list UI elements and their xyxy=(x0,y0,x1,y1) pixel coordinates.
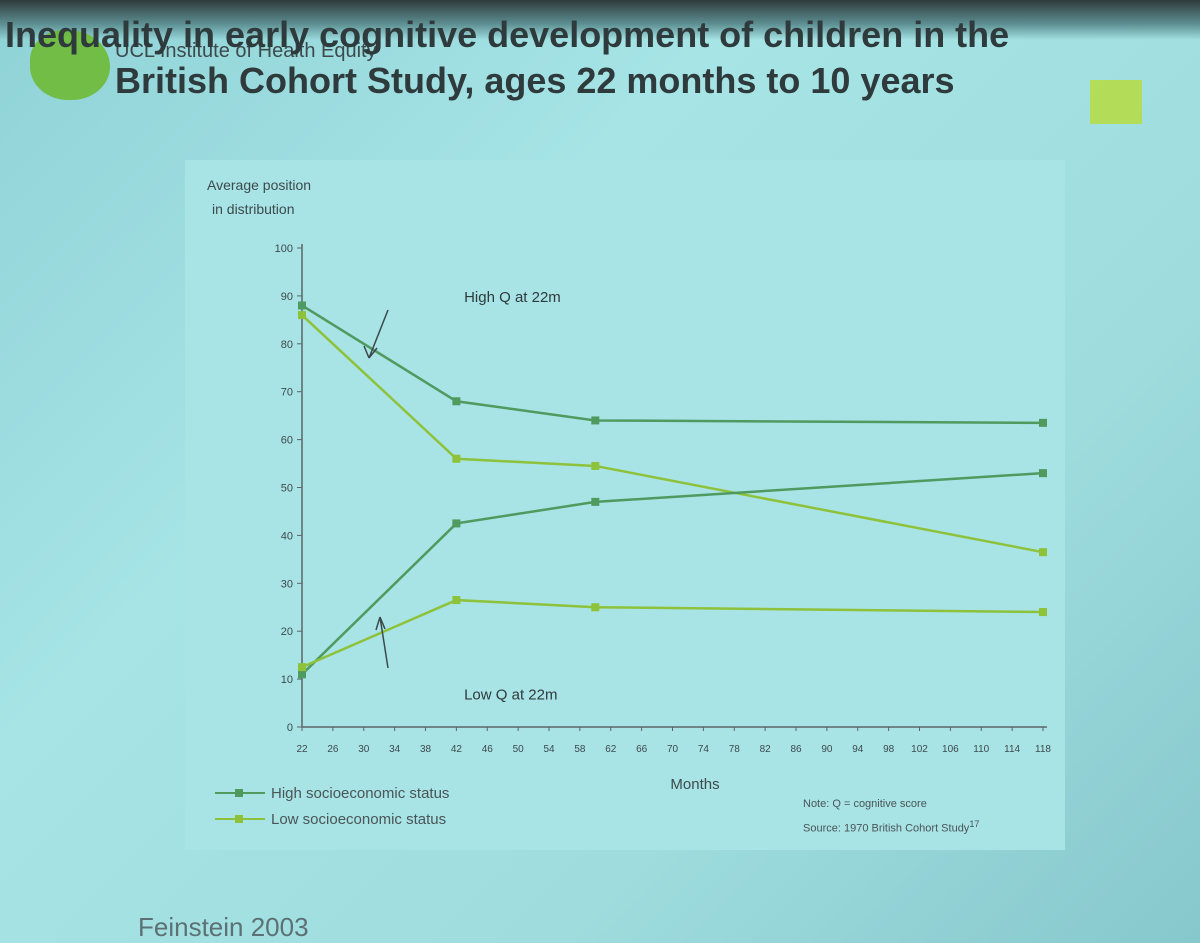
x-tick-label: 90 xyxy=(821,744,833,755)
slide-citation: Feinstein 2003 xyxy=(138,912,309,942)
slide-title-line1: Inequality in early cognitive developmen… xyxy=(5,14,1010,55)
series-2-point xyxy=(591,461,600,470)
y-tick-label: 0 xyxy=(287,722,293,734)
y-tick-label: 20 xyxy=(281,626,293,638)
series-line-3 xyxy=(301,471,1044,676)
x-tick-label: 26 xyxy=(327,744,339,755)
low-q-arrow xyxy=(375,616,389,669)
x-tick-label: 70 xyxy=(667,744,679,755)
y-tick-label: 70 xyxy=(281,387,293,399)
y-tick-label: 60 xyxy=(281,435,293,447)
slide-title-line2: British Cohort Study, ages 22 months to … xyxy=(115,60,955,101)
series-2-point xyxy=(298,311,306,320)
x-tick-label: 94 xyxy=(852,744,864,755)
x-tick-label: 30 xyxy=(358,744,370,755)
x-tick-label: 38 xyxy=(420,744,432,755)
y-tick-label: 80 xyxy=(281,339,293,351)
x-tick-label: 82 xyxy=(760,744,772,755)
ucl-logo-box xyxy=(1090,80,1142,124)
x-tick-label: 110 xyxy=(973,744,989,755)
source-text: Source: 1970 British Cohort Study xyxy=(803,822,970,835)
y-tick-label: 50 xyxy=(281,483,293,495)
legend-swatch-high-ses xyxy=(215,789,265,797)
series-3-point xyxy=(452,519,461,528)
x-tick-label: 50 xyxy=(513,744,525,755)
x-tick-label: 98 xyxy=(883,744,895,755)
series-line-2 xyxy=(301,314,1044,554)
slide-title: Inequality in early cognitive developmen… xyxy=(5,12,1155,104)
series-4-point xyxy=(452,596,461,605)
series-line-4 xyxy=(301,598,1044,669)
y-tick-label: 100 xyxy=(275,243,293,255)
chart-note: Note: Q = cognitive score Source: 1970 B… xyxy=(803,794,980,839)
x-tick-label: 74 xyxy=(698,744,710,755)
x-tick-label: 102 xyxy=(911,744,928,755)
series-3-point xyxy=(1039,469,1047,478)
y-tick-label: 40 xyxy=(281,530,293,542)
y-axis-label-line2: in distribution xyxy=(212,201,295,217)
y-tick-label: 10 xyxy=(281,674,293,686)
annotation-label-2: Low Q at 22m xyxy=(464,686,557,703)
x-tick-label: 114 xyxy=(1004,744,1020,755)
x-tick-label: 86 xyxy=(790,744,802,755)
chart-panel xyxy=(185,160,1065,850)
x-axis-label: Months xyxy=(670,776,719,793)
chart-layer: 0 10 20 30 40 50 60 70 80 90 100 22 26 30 34 38 42 46 50 54… xyxy=(275,243,1052,755)
series-1-point xyxy=(1039,418,1047,427)
x-tick-label: 58 xyxy=(574,744,586,755)
x-tick-label: 46 xyxy=(482,744,494,755)
chart-legend: High socioeconomic status Low socioecono… xyxy=(215,780,449,832)
y-tick-label: 30 xyxy=(281,578,293,590)
institute-logo xyxy=(30,30,110,100)
series-2-point xyxy=(1039,548,1047,557)
x-tick-label: 22 xyxy=(296,744,308,755)
legend-item-high-ses: High socioeconomic status xyxy=(215,780,449,806)
institute-brand-text: UCL Institute of Health Equity xyxy=(115,40,377,62)
y-axis-label-line1: Average position xyxy=(207,177,311,193)
annotation-label-1: High Q at 22m xyxy=(464,289,561,306)
x-tick-label: 118 xyxy=(1035,744,1051,755)
series-1-point xyxy=(591,416,600,425)
legend-label-low-ses: Low socioeconomic status xyxy=(271,810,447,828)
x-tick-label: 78 xyxy=(729,744,741,755)
source-line: Source: 1970 British Cohort Study17 xyxy=(803,814,980,839)
series-4-point xyxy=(1039,608,1047,617)
series-3-point xyxy=(591,497,600,506)
source-superscript: 17 xyxy=(969,819,980,829)
series-3-point xyxy=(298,670,306,679)
high-q-arrow xyxy=(363,309,389,359)
x-tick-label: 34 xyxy=(389,744,401,755)
legend-swatch-low-ses xyxy=(215,815,265,823)
series-4-point xyxy=(591,603,600,612)
series-1-point xyxy=(298,301,306,310)
series-4-point xyxy=(298,663,306,672)
series-line-1 xyxy=(301,304,1044,425)
x-tick-label: 54 xyxy=(543,744,555,755)
series-1-point xyxy=(452,397,461,406)
series-2-point xyxy=(452,454,461,463)
note-text: Note: Q = cognitive score xyxy=(803,798,927,810)
x-tick-label: 66 xyxy=(636,744,648,755)
x-tick-label: 106 xyxy=(942,744,959,755)
x-tick-label: 42 xyxy=(451,744,463,755)
x-tick-label: 62 xyxy=(605,744,617,755)
legend-item-low-ses: Low socioeconomic status xyxy=(215,806,449,832)
legend-label-high-ses: High socioeconomic status xyxy=(271,784,450,802)
y-tick-label: 90 xyxy=(281,291,293,303)
